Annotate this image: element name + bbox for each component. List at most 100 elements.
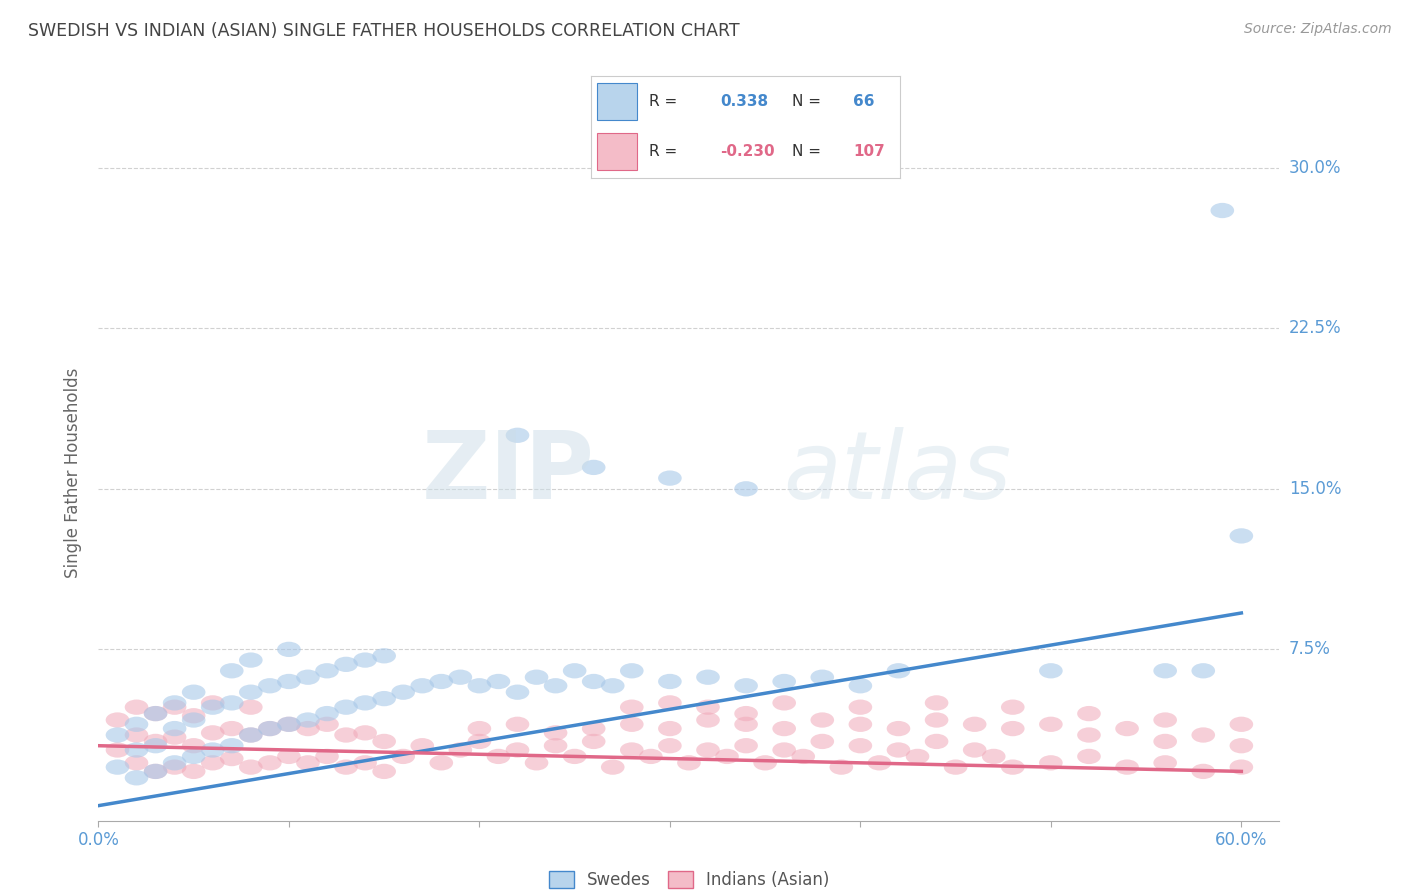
- Ellipse shape: [582, 721, 606, 736]
- Ellipse shape: [506, 716, 529, 732]
- Ellipse shape: [1001, 759, 1025, 775]
- Ellipse shape: [849, 738, 872, 754]
- Ellipse shape: [544, 678, 568, 693]
- Ellipse shape: [143, 706, 167, 722]
- Ellipse shape: [658, 673, 682, 690]
- Legend: Swedes, Indians (Asian): Swedes, Indians (Asian): [541, 864, 837, 892]
- Ellipse shape: [734, 738, 758, 754]
- Ellipse shape: [640, 748, 662, 764]
- Ellipse shape: [905, 748, 929, 764]
- Ellipse shape: [810, 713, 834, 728]
- Ellipse shape: [277, 748, 301, 764]
- Ellipse shape: [181, 764, 205, 779]
- Ellipse shape: [201, 699, 225, 714]
- Ellipse shape: [754, 756, 778, 771]
- Ellipse shape: [963, 742, 987, 757]
- Text: 66: 66: [853, 94, 875, 109]
- Ellipse shape: [1191, 663, 1215, 679]
- Ellipse shape: [1115, 721, 1139, 736]
- Ellipse shape: [411, 738, 434, 754]
- Ellipse shape: [1039, 716, 1063, 732]
- Ellipse shape: [259, 678, 281, 693]
- Text: Source: ZipAtlas.com: Source: ZipAtlas.com: [1244, 22, 1392, 37]
- Ellipse shape: [925, 734, 949, 749]
- Ellipse shape: [772, 721, 796, 736]
- Ellipse shape: [105, 742, 129, 757]
- Ellipse shape: [181, 713, 205, 728]
- Ellipse shape: [449, 742, 472, 757]
- Ellipse shape: [163, 756, 187, 771]
- Ellipse shape: [315, 706, 339, 722]
- Ellipse shape: [887, 742, 910, 757]
- Text: 0.338: 0.338: [720, 94, 769, 109]
- Ellipse shape: [143, 706, 167, 722]
- Ellipse shape: [1153, 734, 1177, 749]
- Ellipse shape: [429, 756, 453, 771]
- Ellipse shape: [449, 670, 472, 685]
- Ellipse shape: [678, 756, 700, 771]
- Ellipse shape: [429, 673, 453, 690]
- Ellipse shape: [201, 725, 225, 740]
- Ellipse shape: [163, 695, 187, 711]
- Ellipse shape: [600, 759, 624, 775]
- Ellipse shape: [373, 734, 396, 749]
- Ellipse shape: [868, 756, 891, 771]
- Ellipse shape: [335, 657, 359, 672]
- Ellipse shape: [772, 673, 796, 690]
- Ellipse shape: [582, 459, 606, 475]
- Ellipse shape: [105, 727, 129, 743]
- Ellipse shape: [849, 699, 872, 714]
- Ellipse shape: [277, 673, 301, 690]
- Ellipse shape: [239, 652, 263, 668]
- Ellipse shape: [582, 673, 606, 690]
- Ellipse shape: [297, 713, 319, 728]
- Text: R =: R =: [650, 94, 678, 109]
- Text: N =: N =: [792, 94, 821, 109]
- Ellipse shape: [696, 713, 720, 728]
- Ellipse shape: [506, 427, 529, 443]
- Ellipse shape: [181, 684, 205, 700]
- Ellipse shape: [620, 699, 644, 714]
- Ellipse shape: [163, 730, 187, 745]
- Ellipse shape: [373, 691, 396, 706]
- Ellipse shape: [943, 759, 967, 775]
- Ellipse shape: [335, 699, 359, 714]
- Ellipse shape: [181, 738, 205, 754]
- Ellipse shape: [219, 721, 243, 736]
- Text: 30.0%: 30.0%: [1289, 159, 1341, 177]
- Ellipse shape: [562, 663, 586, 679]
- Ellipse shape: [201, 695, 225, 711]
- Ellipse shape: [143, 734, 167, 749]
- Text: 22.5%: 22.5%: [1289, 319, 1341, 337]
- Ellipse shape: [468, 734, 491, 749]
- Ellipse shape: [582, 734, 606, 749]
- Ellipse shape: [620, 742, 644, 757]
- Ellipse shape: [163, 759, 187, 775]
- Text: SWEDISH VS INDIAN (ASIAN) SINGLE FATHER HOUSEHOLDS CORRELATION CHART: SWEDISH VS INDIAN (ASIAN) SINGLE FATHER …: [28, 22, 740, 40]
- Ellipse shape: [524, 756, 548, 771]
- Ellipse shape: [219, 751, 243, 766]
- Ellipse shape: [1211, 202, 1234, 219]
- Ellipse shape: [125, 742, 148, 757]
- Ellipse shape: [486, 748, 510, 764]
- Ellipse shape: [315, 716, 339, 732]
- Ellipse shape: [925, 695, 949, 711]
- Y-axis label: Single Father Households: Single Father Households: [65, 368, 83, 578]
- Ellipse shape: [143, 738, 167, 754]
- Ellipse shape: [486, 673, 510, 690]
- Ellipse shape: [1077, 706, 1101, 722]
- Ellipse shape: [1230, 759, 1253, 775]
- Ellipse shape: [1115, 759, 1139, 775]
- Ellipse shape: [544, 725, 568, 740]
- Ellipse shape: [696, 699, 720, 714]
- Ellipse shape: [277, 716, 301, 732]
- Ellipse shape: [1077, 727, 1101, 743]
- Ellipse shape: [772, 742, 796, 757]
- Ellipse shape: [125, 756, 148, 771]
- Ellipse shape: [239, 699, 263, 714]
- Ellipse shape: [297, 756, 319, 771]
- Text: atlas: atlas: [783, 427, 1012, 518]
- Ellipse shape: [373, 764, 396, 779]
- Ellipse shape: [562, 748, 586, 764]
- Ellipse shape: [411, 678, 434, 693]
